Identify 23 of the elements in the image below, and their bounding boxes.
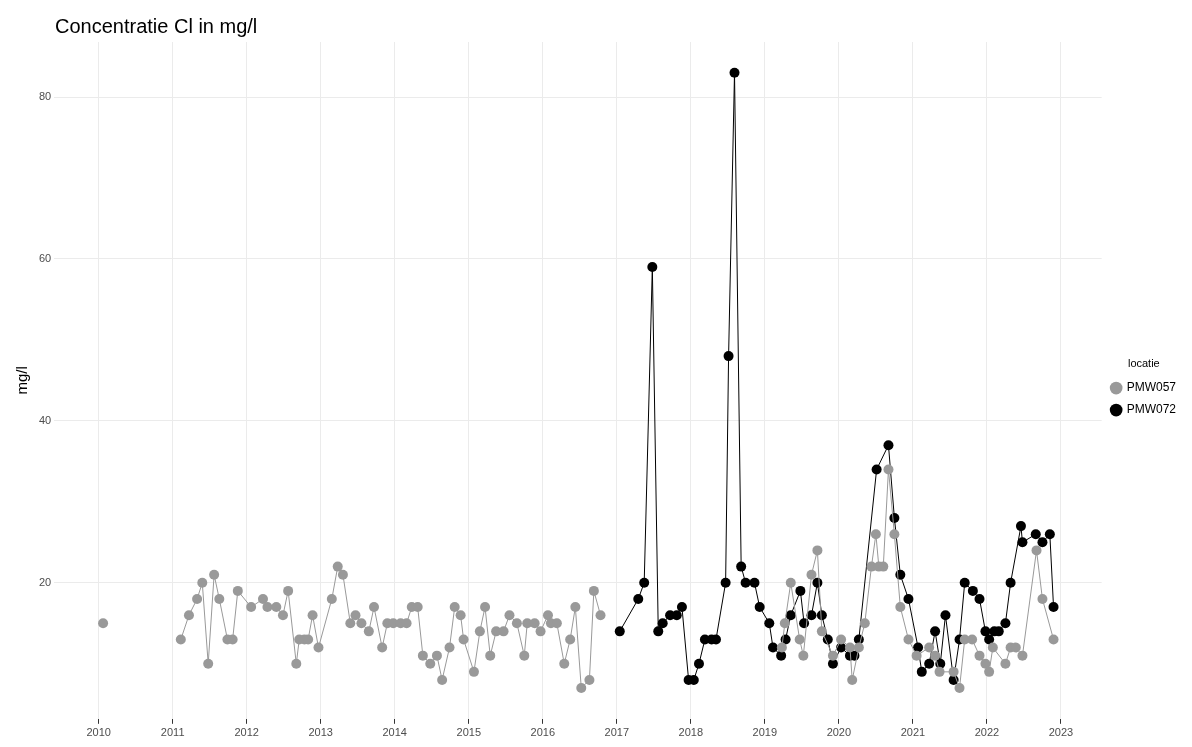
x-tick-label: 2013 bbox=[308, 726, 333, 739]
x-tick-label: 2017 bbox=[604, 726, 630, 739]
y-tick-label: 20 bbox=[38, 575, 52, 588]
x-tick-label: 2019 bbox=[752, 726, 778, 739]
legend-label: PMW072 bbox=[1126, 402, 1177, 417]
x-tick-label: 2018 bbox=[678, 726, 704, 739]
x-tick-label: 2015 bbox=[456, 726, 481, 739]
chart-title: Concentratie Cl in mg/l bbox=[55, 14, 258, 37]
x-tick-label: 2016 bbox=[530, 726, 556, 739]
x-tick-label: 2021 bbox=[900, 726, 926, 739]
legend-title: locatie bbox=[1127, 357, 1160, 370]
y-axis-title: mg/l bbox=[13, 366, 31, 395]
x-tick-label: 2010 bbox=[86, 726, 111, 739]
legend-label: PMW057 bbox=[1126, 380, 1177, 395]
x-tick-label: 2023 bbox=[1048, 726, 1074, 739]
x-tick-label: 2014 bbox=[382, 726, 407, 739]
y-tick-label: 80 bbox=[38, 90, 52, 103]
y-tick-label: 60 bbox=[38, 252, 52, 264]
x-tick-label: 2011 bbox=[160, 726, 185, 739]
y-tick-label: 40 bbox=[38, 413, 52, 426]
x-tick-label: 2022 bbox=[974, 726, 1000, 739]
x-tick-label: 2012 bbox=[234, 726, 259, 739]
x-tick-label: 2020 bbox=[826, 726, 852, 739]
